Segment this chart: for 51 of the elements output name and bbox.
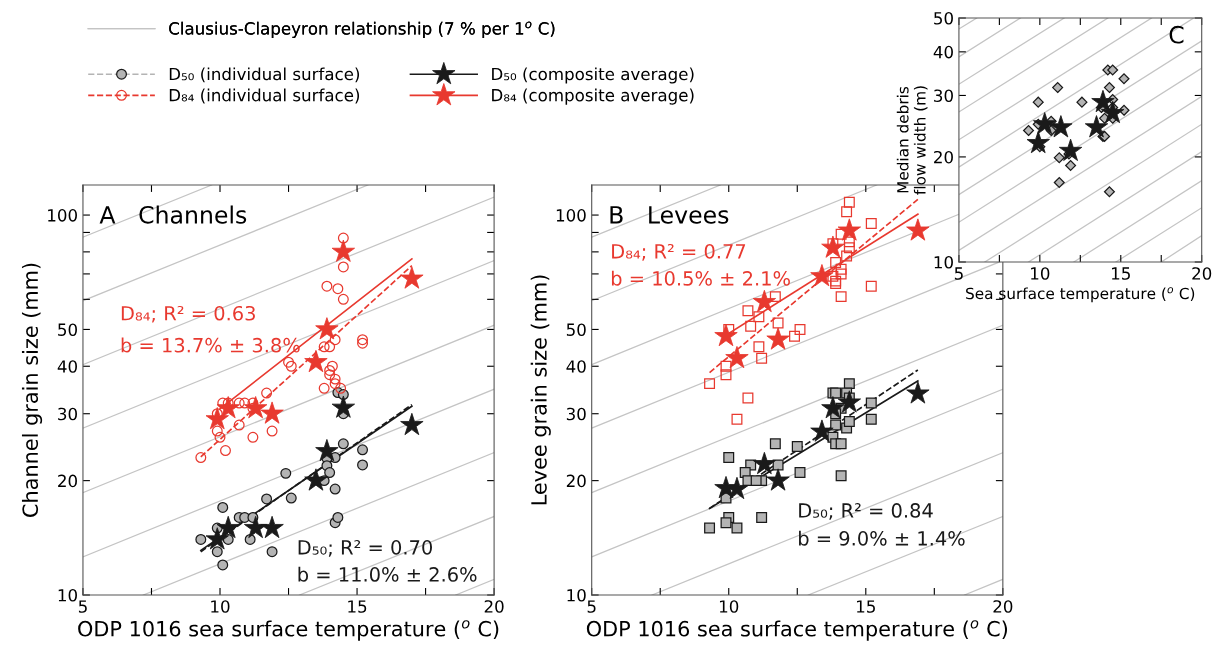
x-tick-label: 5 [954, 267, 963, 280]
annotation: D₅₀; R² = 0.70 [298, 540, 433, 557]
legend-label: D₈₄ (individual surface) [169, 88, 360, 104]
y-tick-label: 20 [566, 474, 586, 488]
y-tick-label: 50 [934, 11, 953, 25]
y-axis-title: Median debris flow width (m) [896, 86, 928, 195]
text: B Levees [610, 206, 729, 224]
text: A Channels [99, 205, 247, 224]
y-axis-title: Channel grain size (mm) [21, 263, 43, 517]
y-tick-label: 40 [933, 45, 953, 59]
x-tick-label: 20 [1192, 267, 1212, 280]
y-tick-label: 30 [934, 89, 953, 103]
legend-label: D₅₀ (individual surface) [169, 67, 360, 83]
x-tick-label: 20 [993, 600, 1013, 613]
annotation: b = 11.0% ± 2.6% [298, 566, 477, 582]
x-tick-label: 10 [719, 600, 739, 613]
x-tick-label: 20 [484, 600, 504, 613]
x-axis-title: ODP 1016 sea surface temperature ($^{o}$ C) [78, 620, 499, 641]
legend-label: Clausius-Clapeyron relationship (7 % per 1$^{o}$ C) [169, 21, 555, 38]
x-tick-label: 15 [1112, 267, 1130, 280]
x-tick-label: 15 [348, 600, 367, 613]
y-tick-label: 50 [566, 323, 586, 336]
y-tick-label: 10 [567, 588, 586, 602]
y-tick-label: 100 [556, 209, 586, 222]
x-tick-label: 5 [587, 600, 596, 613]
y-tick-label: 30 [566, 407, 586, 421]
annotation: b = 9.0% ± 1.4% [799, 530, 965, 546]
annotation: D₈₄; R² = 0.77 [612, 243, 746, 261]
y-tick-label: 40 [566, 360, 586, 373]
legend-label: D₈₄ (composite average) [492, 88, 694, 105]
y-axis-title: Levee grain size (mm) [530, 275, 551, 505]
y-tick-label: 10 [58, 588, 77, 602]
y-tick-label: 100 [48, 209, 77, 222]
y-tick-label: 20 [58, 474, 77, 488]
x-tick-label: 10 [211, 600, 230, 613]
annotation: b = 13.7% ± 3.8% [121, 337, 300, 353]
y-tick-label: 10 [934, 255, 953, 269]
y-tick-label: 50 [58, 323, 77, 336]
x-tick-label: 15 [857, 600, 875, 613]
annotation: D₅₀; R² = 0.84 [799, 503, 933, 520]
y-tick-label: 20 [934, 150, 953, 164]
x-axis-title: Sea surface temperature ($^{o}$ C) [966, 287, 1195, 303]
y-tick-label: 30 [58, 407, 77, 421]
legend-label: D₅₀ (composite average) [492, 67, 694, 84]
y-tick-label: 40 [57, 360, 77, 373]
x-tick-label: 10 [1031, 267, 1050, 280]
annotation: b = 10.5% ± 2.1% [611, 270, 790, 286]
chart-title: C [1169, 25, 1184, 44]
x-tick-label: 5 [78, 600, 87, 613]
x-axis-title: ODP 1016 sea surface temperature ($^{o}$ C) [586, 620, 1008, 641]
annotation: D₈₄; R² = 0.63 [121, 305, 255, 323]
